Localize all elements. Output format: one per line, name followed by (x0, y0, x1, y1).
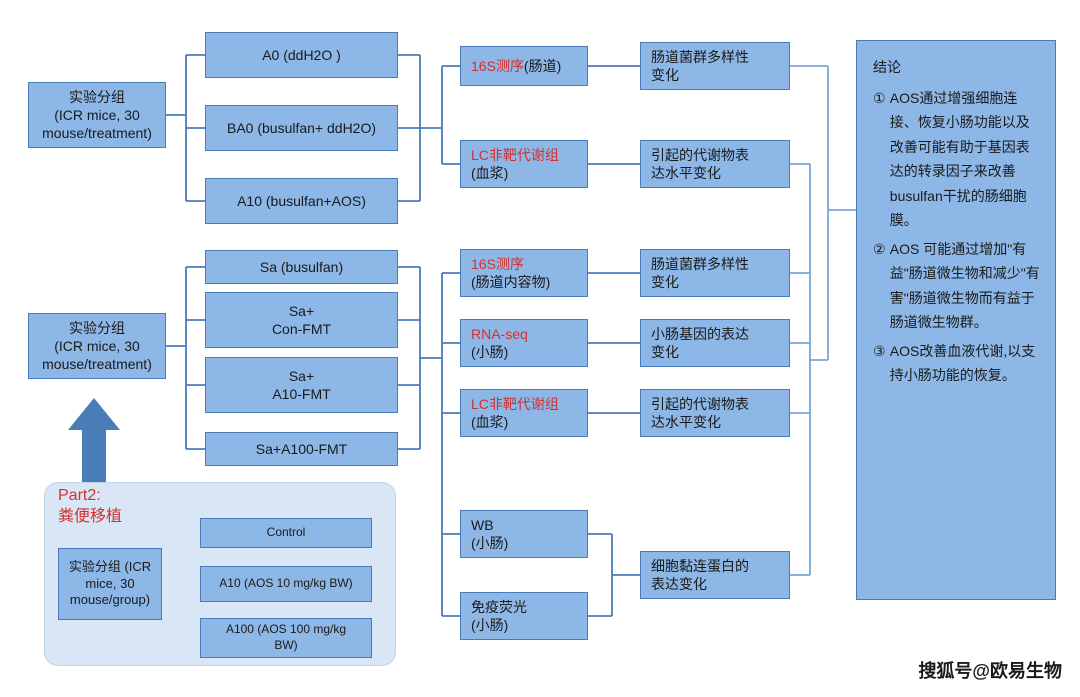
sa-a10-box: Sa+ A10-FMT (205, 357, 398, 413)
group1-box: 实验分组 (ICR mice, 30 mouse/treatment) (28, 82, 166, 148)
res2-text: 引起的代谢物表达水平变化 (651, 146, 749, 182)
group2-box: 实验分组 (ICR mice, 30 mouse/treatment) (28, 313, 166, 379)
res3-text: 肠道菌群多样性变化 (651, 255, 749, 291)
p2-a100: A100 (AOS 100 mg/kg BW) (200, 618, 372, 658)
16s-a-text: 16S测序(肠道) (471, 57, 561, 75)
conclusion-box: 结论 ①AOS通过增强细胞连接、恢复小肠功能以及改善可能有助于基因表达的转录因子… (856, 40, 1056, 600)
ba0-box: BA0 (busulfan+ ddH2O) (205, 105, 398, 151)
res4-text: 小肠基因的表达变化 (651, 325, 749, 361)
a0-box: A0 (ddH2O ) (205, 32, 398, 78)
sa-a100-box: Sa+A100-FMT (205, 432, 398, 466)
wb: WB (小肠) (460, 510, 588, 558)
lc2: LC非靶代谢组 (血浆) (460, 389, 588, 437)
group3-box: 实验分组 (ICR mice, 30 mouse/group) (58, 548, 162, 620)
sa-a10-text: Sa+ A10-FMT (272, 367, 330, 403)
sa-con-text: Sa+ Con-FMT (272, 302, 331, 338)
sa-con-box: Sa+ Con-FMT (205, 292, 398, 348)
res5: 引起的代谢物表达水平变化 (640, 389, 790, 437)
if-text: 免疫荧光 (小肠) (471, 598, 527, 634)
conclusion-text: 结论 ①AOS通过增强细胞连接、恢复小肠功能以及改善可能有助于基因表达的转录因子… (863, 51, 1049, 392)
wb-text: WB (小肠) (471, 516, 508, 552)
p2-a100-text: A100 (AOS 100 mg/kg BW) (226, 622, 346, 653)
rna-text: RNA-seq (小肠) (471, 325, 528, 361)
res6: 细胞黏连蛋白的表达变化 (640, 551, 790, 599)
res3: 肠道菌群多样性变化 (640, 249, 790, 297)
group3-text: 实验分组 (ICR mice, 30 mouse/group) (69, 559, 151, 610)
p2-control: Control (200, 518, 372, 548)
16s-b: 16S测序 (肠道内容物) (460, 249, 588, 297)
if: 免疫荧光 (小肠) (460, 592, 588, 640)
rna: RNA-seq (小肠) (460, 319, 588, 367)
watermark: 搜狐号@欧易生物 (918, 657, 1062, 683)
group1-text: 实验分组 (ICR mice, 30 mouse/treatment) (42, 88, 152, 143)
p2-a10: A10 (AOS 10 mg/kg BW) (200, 566, 372, 602)
lc2-text: LC非靶代谢组 (血浆) (471, 395, 559, 431)
res2: 引起的代谢物表达水平变化 (640, 140, 790, 188)
res4: 小肠基因的表达变化 (640, 319, 790, 367)
16s-a: 16S测序(肠道) (460, 46, 588, 86)
res6-text: 细胞黏连蛋白的表达变化 (651, 557, 749, 593)
res1-text: 肠道菌群多样性变化 (651, 48, 749, 84)
res5-text: 引起的代谢物表达水平变化 (651, 395, 749, 431)
res1: 肠道菌群多样性变化 (640, 42, 790, 90)
group2-text: 实验分组 (ICR mice, 30 mouse/treatment) (42, 319, 152, 374)
part2-title: Part2: 粪便移植 (58, 486, 122, 528)
lc1-text: LC非靶代谢组 (血浆) (471, 146, 559, 182)
lc1: LC非靶代谢组 (血浆) (460, 140, 588, 188)
sa-box: Sa (busulfan) (205, 250, 398, 284)
16s-b-text: 16S测序 (肠道内容物) (471, 255, 550, 291)
a10-box: A10 (busulfan+AOS) (205, 178, 398, 224)
